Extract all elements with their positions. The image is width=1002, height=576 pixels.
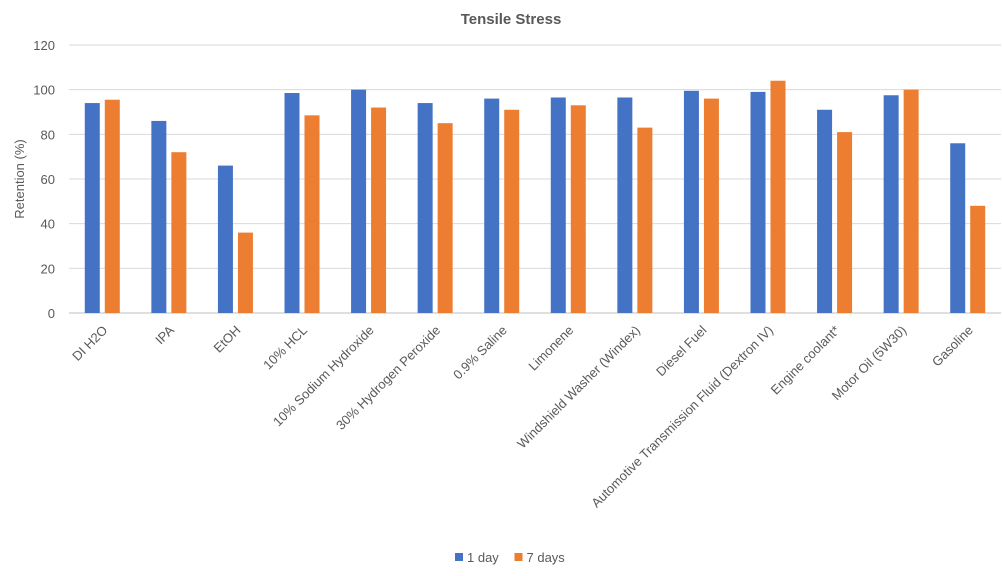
x-tick-label: IPA <box>152 322 177 347</box>
bar-one-day <box>617 97 633 313</box>
y-axis-label: Retention (%) <box>12 139 27 218</box>
legend: 1 day 7 days <box>455 550 565 565</box>
bar-seven-days <box>770 80 786 313</box>
bar-one-day <box>284 93 300 314</box>
bar-one-day <box>151 120 167 313</box>
bar-seven-days <box>970 205 986 313</box>
y-tick-label: 60 <box>41 172 55 187</box>
bar-one-day <box>750 91 766 314</box>
y-tick-label: 100 <box>33 83 55 98</box>
legend-label: 7 days <box>527 550 566 565</box>
bar-seven-days <box>437 123 453 314</box>
bar-seven-days <box>837 132 853 313</box>
bar-one-day <box>484 98 500 313</box>
gridlines <box>69 44 1001 314</box>
y-tick-labels: 0 20 40 60 80 100 120 <box>33 38 55 321</box>
y-tick-label: 40 <box>41 217 55 232</box>
x-tick-label: Windshield Washer (Windex) <box>514 323 643 452</box>
legend-swatch-one-day <box>455 553 463 561</box>
bar-one-day <box>351 89 367 314</box>
x-tick-label: Engine coolant* <box>768 323 843 398</box>
bar-seven-days <box>703 98 719 313</box>
x-tick-label: DI H2O <box>69 323 110 364</box>
bar-one-day <box>550 97 566 313</box>
x-tick-label: EtOH <box>210 323 243 356</box>
bar-seven-days <box>104 99 120 313</box>
bar-seven-days <box>504 109 520 314</box>
x-tick-label: Limonene <box>525 323 576 374</box>
bar-one-day <box>883 95 899 313</box>
bar-seven-days <box>237 232 253 313</box>
bar-one-day <box>417 103 433 313</box>
legend-swatch-seven-days <box>514 553 523 561</box>
bar-one-day <box>950 143 966 313</box>
y-tick-label: 20 <box>41 261 55 276</box>
y-tick-label: 80 <box>41 127 55 142</box>
bar-one-day <box>817 109 833 314</box>
bar-seven-days <box>304 115 320 313</box>
legend-label: 1 day <box>467 550 499 565</box>
bar-seven-days <box>903 89 919 314</box>
bar-seven-days <box>637 127 653 313</box>
bar-seven-days <box>171 152 187 313</box>
chart-title: Tensile Stress <box>461 11 562 28</box>
bars <box>84 80 986 314</box>
y-tick-label: 0 <box>48 306 55 321</box>
bar-seven-days <box>570 105 586 313</box>
bar-one-day <box>683 90 699 314</box>
x-tick-label: 0.9% Saline <box>450 323 510 383</box>
x-tick-label: 10% HCL <box>260 323 310 373</box>
y-tick-label: 120 <box>33 38 55 53</box>
bar-seven-days <box>371 107 387 314</box>
x-tick-label: Diesel Fuel <box>653 322 710 379</box>
bar-one-day <box>217 165 233 313</box>
bar-one-day <box>84 103 100 313</box>
x-tick-label: Gasoline <box>929 323 976 370</box>
